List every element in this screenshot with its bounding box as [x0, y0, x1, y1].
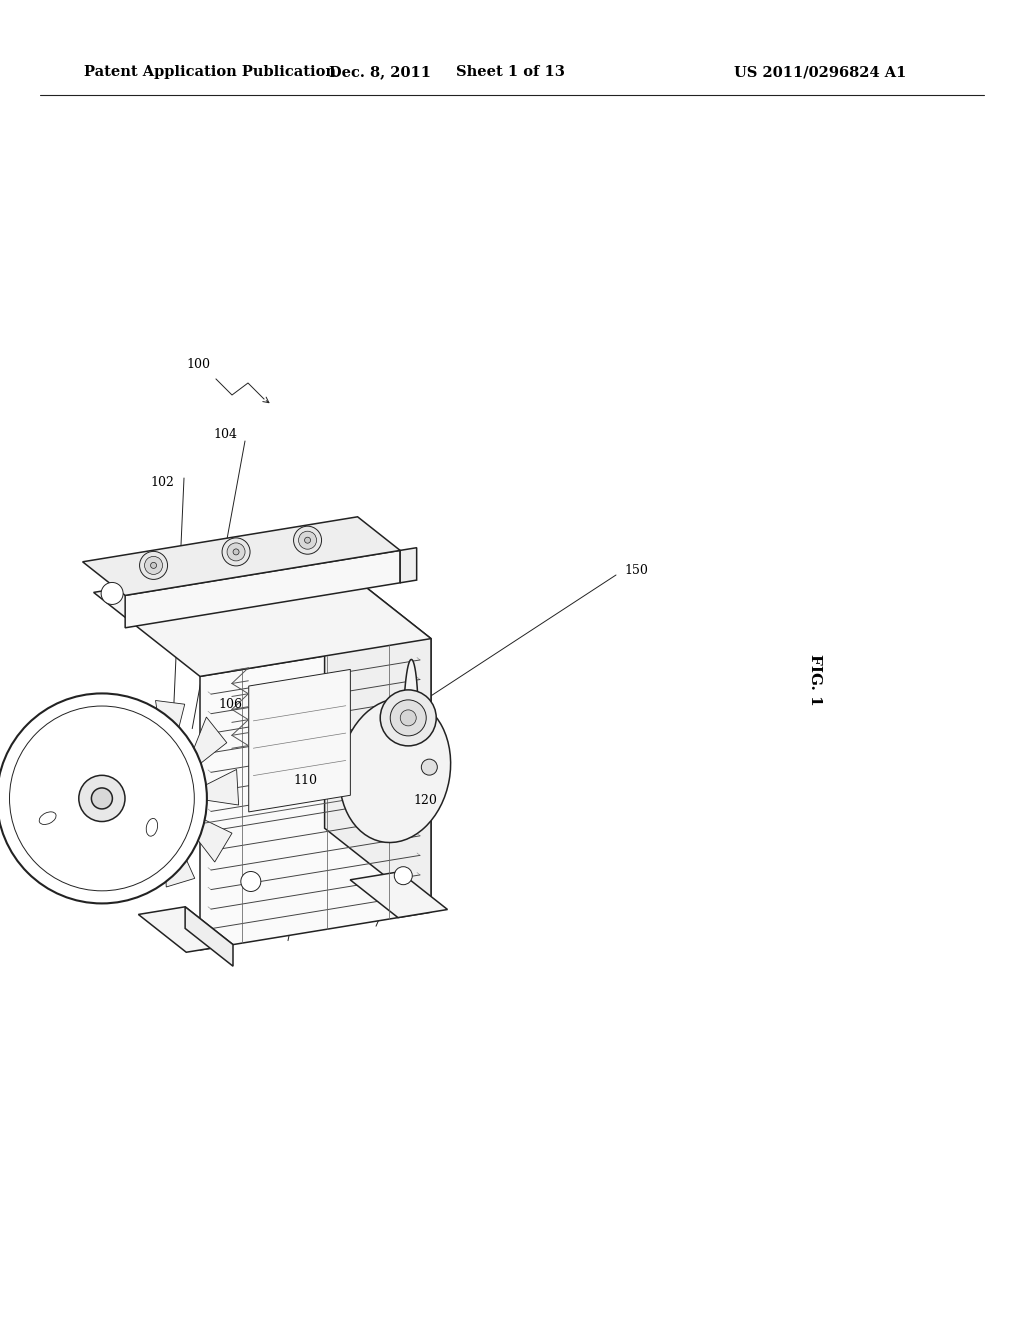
Polygon shape — [162, 793, 195, 887]
Circle shape — [241, 871, 261, 891]
Ellipse shape — [146, 818, 158, 836]
Circle shape — [0, 693, 207, 903]
Polygon shape — [162, 793, 232, 862]
Text: 106: 106 — [218, 698, 242, 711]
Circle shape — [101, 582, 123, 605]
Circle shape — [9, 706, 195, 891]
Polygon shape — [185, 907, 233, 966]
Polygon shape — [162, 717, 226, 793]
Circle shape — [380, 690, 436, 746]
Ellipse shape — [339, 698, 451, 842]
Circle shape — [222, 539, 250, 566]
Text: FIG. 1: FIG. 1 — [808, 655, 822, 706]
Polygon shape — [400, 548, 417, 583]
Text: 104: 104 — [213, 429, 237, 441]
Polygon shape — [325, 554, 431, 912]
Text: 110: 110 — [293, 774, 317, 787]
Polygon shape — [93, 554, 431, 676]
Text: 102: 102 — [151, 475, 174, 488]
Ellipse shape — [39, 812, 56, 825]
Text: Patent Application Publication: Patent Application Publication — [84, 65, 336, 79]
Text: US 2011/0296824 A1: US 2011/0296824 A1 — [734, 65, 906, 79]
Polygon shape — [116, 793, 162, 884]
Circle shape — [304, 537, 310, 544]
Circle shape — [144, 557, 163, 574]
Polygon shape — [156, 701, 184, 793]
Circle shape — [79, 775, 125, 821]
Circle shape — [139, 552, 168, 579]
Text: 120: 120 — [413, 793, 437, 807]
Polygon shape — [138, 907, 233, 952]
Circle shape — [233, 549, 239, 554]
Polygon shape — [83, 517, 400, 595]
Circle shape — [227, 543, 245, 561]
Text: Sheet 1 of 13: Sheet 1 of 13 — [456, 65, 564, 79]
Circle shape — [299, 531, 316, 549]
Text: 100: 100 — [186, 359, 210, 371]
Text: 150: 150 — [624, 564, 648, 577]
Circle shape — [91, 788, 113, 809]
Circle shape — [294, 527, 322, 554]
Circle shape — [151, 562, 157, 569]
Polygon shape — [162, 770, 239, 805]
Polygon shape — [200, 639, 431, 950]
Polygon shape — [125, 550, 400, 628]
Circle shape — [421, 759, 437, 775]
Circle shape — [134, 766, 190, 821]
Polygon shape — [87, 793, 162, 847]
Polygon shape — [403, 660, 419, 796]
Polygon shape — [108, 708, 162, 793]
Polygon shape — [249, 669, 350, 812]
Circle shape — [394, 867, 413, 884]
Circle shape — [390, 700, 426, 735]
Polygon shape — [86, 751, 162, 793]
Circle shape — [400, 710, 416, 726]
Polygon shape — [350, 871, 447, 917]
Text: Dec. 8, 2011: Dec. 8, 2011 — [329, 65, 431, 79]
